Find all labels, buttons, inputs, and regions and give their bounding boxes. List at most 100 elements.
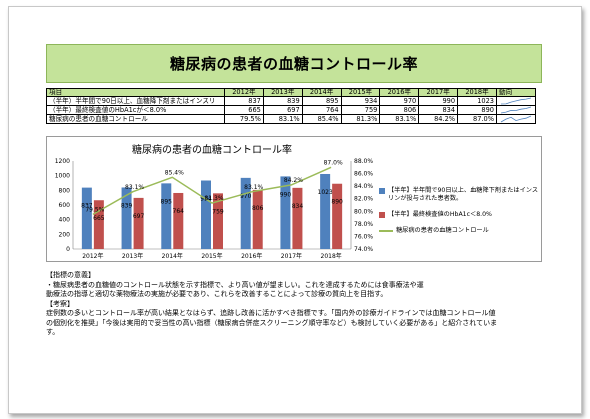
bar-patients <box>81 187 92 249</box>
x-tick-label: 2017年 <box>281 252 302 260</box>
bar-data-label: 890 <box>331 199 343 206</box>
x-tick-label: 2015年 <box>201 252 222 260</box>
bar-patients <box>240 177 251 249</box>
y-right-tick-label: 74.0% <box>354 246 373 253</box>
header-year: 2014年 <box>301 88 342 97</box>
table-cell: 83.1% <box>379 114 420 124</box>
table-cell: 85.4% <box>301 114 342 124</box>
line-data-label: 83.1% <box>125 184 144 191</box>
page-title-banner: 糖尿病の患者の血糖コントロール率 <box>46 44 542 83</box>
y-left-tick-label: 200 <box>59 231 71 238</box>
chart-container: 糖尿病の患者の血糖コントロール率 0 200 400 600 800 1000 1200 74… <box>46 136 542 262</box>
table-cell: 1023 <box>457 96 497 106</box>
table-cell: 764 <box>301 105 342 115</box>
line-data-label: 87.0% <box>324 159 343 166</box>
bar-hba1c <box>213 193 223 249</box>
sparkline <box>500 97 532 105</box>
bar-patients <box>161 183 172 249</box>
bar-data-label: 759 <box>212 208 224 215</box>
header-year: 2015年 <box>340 88 381 97</box>
legend-line-swatch <box>379 230 393 232</box>
table-cell: 79.5% <box>224 114 264 124</box>
table-row: （半年）最終検査値のHbA1cが＜8.0% 665 697 764 759 80… <box>46 105 536 115</box>
table-cell: 834 <box>418 105 459 115</box>
line-control-rate <box>92 166 332 216</box>
bar-data-label: 806 <box>252 205 264 212</box>
sparkline-cell <box>496 96 536 106</box>
legend-label: 糖尿病の患者の血糖コントロール <box>396 227 489 234</box>
bar-hba1c <box>173 192 184 249</box>
y-right-tick-label: 78.0% <box>354 221 373 228</box>
sparkline-path <box>500 97 532 105</box>
header-year: 2016年 <box>379 88 420 97</box>
y-left-tick-label: 600 <box>59 202 71 209</box>
bar-data-label: 697 <box>133 213 145 220</box>
row-label: 糖尿病の患者の血糖コントロール <box>46 114 225 124</box>
y-right-tick-label: 86.0% <box>354 171 373 178</box>
legend-label: 【半年】最終検査値のHbA1c＜8.0% <box>388 211 492 218</box>
table-row: 糖尿病の患者の血糖コントロール 79.5% 83.1% 85.4% 81.3% … <box>46 114 536 124</box>
header-item: 項目 <box>46 88 225 97</box>
bar-data-label: 837 <box>81 203 93 210</box>
bar-data-label: 990 <box>280 191 292 198</box>
x-tick-label: 2016年 <box>241 252 262 260</box>
bar-data-label: 895 <box>161 198 173 205</box>
data-table: 項目 2012年 2013年 2014年 2015年 2016年 2017年 2… <box>46 88 536 124</box>
bar-data-label: 839 <box>121 202 133 209</box>
meaning-text: ・糖尿病患者の血糖値のコントロール状態を示す指標で、より高い値が望ましい。これを… <box>46 280 424 299</box>
bar-data-label: 834 <box>292 203 304 210</box>
bar-hba1c <box>133 197 144 249</box>
line-data-label: 85.4% <box>165 169 184 176</box>
line-data-label: 81.3% <box>204 195 223 202</box>
header-year: 2018年 <box>457 88 497 97</box>
line-data-label: 83.1% <box>244 184 263 191</box>
legend-label: 【半年】半年間で90日以上、血糖降下剤またはインスリンが投与された患者数。 <box>388 187 539 202</box>
table-row: （半年）半年間で90日以上、血糖降下剤またはインスリ 837 839 895 9… <box>46 96 536 106</box>
bar-patients <box>201 180 211 249</box>
table-cell: 806 <box>379 105 420 115</box>
table-cell: 697 <box>262 105 303 115</box>
row-label: （半年）半年間で90日以上、血糖降下剤またはインスリ <box>46 96 225 106</box>
header-year: 2013年 <box>262 88 303 97</box>
y-left-tick-label: 800 <box>59 187 71 194</box>
y-right-tick-label: 84.0% <box>354 183 373 190</box>
y-right-tick-label: 88.0% <box>354 158 373 165</box>
table-cell: 84.2% <box>418 114 459 124</box>
y-left-tick-label: 1000 <box>55 173 70 180</box>
legend-swatch <box>379 212 385 218</box>
y-right-tick-label: 82.0% <box>354 196 373 203</box>
page-title: 糖尿病の患者の血糖コントロール率 <box>169 55 418 73</box>
sparkline-cell <box>496 105 536 115</box>
sparkline <box>500 106 532 114</box>
x-tick-label: 2014年 <box>162 252 183 260</box>
table-cell: 934 <box>340 96 381 106</box>
notes-section: 【指標の意義】 ・糖尿病患者の血糖値のコントロール状態を示す指標で、より高い値が… <box>46 271 546 338</box>
table-cell: 837 <box>224 96 264 106</box>
meaning-heading: 【指標の意義】 <box>46 271 95 279</box>
table-cell: 839 <box>262 96 303 106</box>
legend-item: 糖尿病の患者の血糖コントロール <box>379 227 539 235</box>
bar-data-label: 665 <box>93 215 105 222</box>
bar-patients <box>280 176 291 249</box>
y-left-tick-label: 400 <box>59 217 71 224</box>
bar-hba1c <box>292 187 303 249</box>
bar-patients <box>320 173 331 249</box>
bar-hba1c <box>332 183 343 249</box>
sparkline-path <box>500 115 532 123</box>
legend-item: 【半年】最終検査値のHbA1c＜8.0% <box>379 211 539 219</box>
header-trend: 動向 <box>496 88 536 97</box>
consideration-text: 症例数の多いとコントロール率が高い結果となはらず、追跡し改善に活かすべき指標です… <box>46 309 498 336</box>
bar-hba1c <box>252 189 263 249</box>
table-header-row: 項目 2012年 2013年 2014年 2015年 2016年 2017年 2… <box>46 88 536 97</box>
sparkline-path <box>500 106 532 114</box>
combo-chart: 0 200 400 600 800 1000 1200 74.0% 76.0% 78.0% 80.0… <box>55 158 374 260</box>
chart-title: 糖尿病の患者の血糖コントロール率 <box>132 145 292 156</box>
table-cell: 665 <box>224 105 264 115</box>
table-cell: 890 <box>457 105 497 115</box>
y-right-tick-label: 80.0% <box>354 208 373 215</box>
bar-data-label: 970 <box>240 193 252 200</box>
row-label: （半年）最終検査値のHbA1cが＜8.0% <box>46 105 225 115</box>
bar-patients <box>121 187 132 249</box>
bar-hba1c <box>93 200 104 249</box>
table-cell: 970 <box>379 96 420 106</box>
